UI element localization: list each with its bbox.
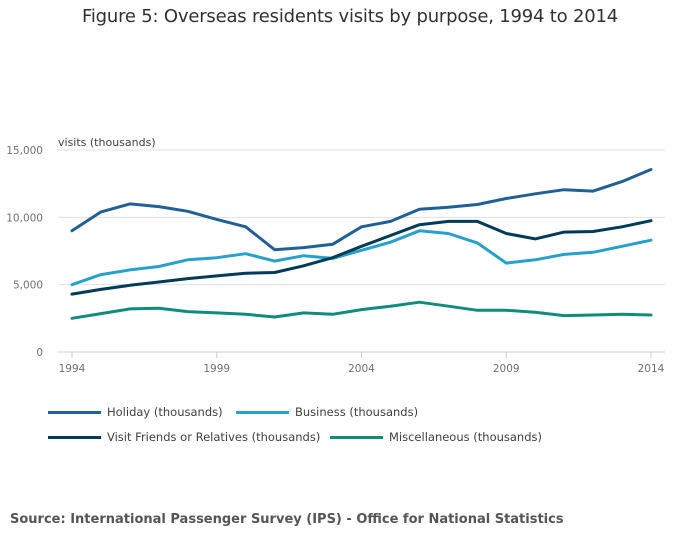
series-line-miscellaneous[interactable]: [70, 300, 653, 320]
legend-item[interactable]: Holiday (thousands): [48, 405, 223, 419]
y-tick-label: 0: [36, 347, 43, 359]
x-tick-label: 1994: [59, 363, 86, 375]
y-tick-label: 10,000: [6, 212, 43, 224]
line-chart: 0 5,000 10,000 15,000 visits (thousands) 19…: [6, 136, 665, 375]
y-tick-label: 5,000: [13, 280, 43, 292]
legend-label: Miscellaneous (thousands): [389, 430, 542, 444]
legend-item[interactable]: Business (thousands): [236, 405, 418, 419]
series-line-visit[interactable]: [70, 219, 653, 296]
legend-swatch: [236, 410, 289, 414]
legend-swatch: [48, 435, 101, 439]
x-axis: 1994 1999 2004 2009 2014: [58, 351, 665, 375]
series-line-holiday[interactable]: [70, 168, 653, 252]
legend-label: Visit Friends or Relatives (thousands): [107, 430, 321, 444]
legend-item[interactable]: Miscellaneous (thousands): [330, 430, 542, 444]
x-tick-label: 1999: [203, 363, 230, 375]
chart-title: Figure 5: Overseas residents visits by p…: [81, 6, 618, 27]
x-tick-label: 2014: [638, 363, 665, 375]
y-axis-label: visits (thousands): [58, 136, 156, 149]
series-line-business[interactable]: [70, 229, 653, 287]
legend-label: Holiday (thousands): [107, 405, 223, 419]
legend-item[interactable]: Visit Friends or Relatives (thousands): [48, 430, 320, 444]
x-tick-label: 2009: [493, 363, 520, 375]
gridlines: [58, 149, 665, 286]
source-note: Source: International Passenger Survey (…: [10, 512, 564, 527]
series-lines: [70, 168, 653, 320]
y-tick-label: 15,000: [6, 145, 43, 157]
legend-swatch: [48, 410, 101, 414]
legend-swatch: [330, 435, 383, 439]
x-tick-label: 2004: [348, 363, 375, 375]
legend-label: Business (thousands): [295, 405, 419, 419]
y-axis: 0 5,000 10,000 15,000: [6, 145, 43, 359]
